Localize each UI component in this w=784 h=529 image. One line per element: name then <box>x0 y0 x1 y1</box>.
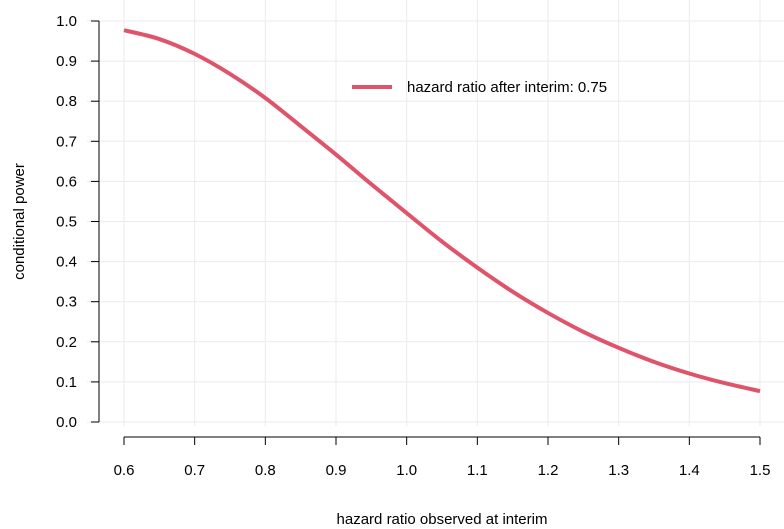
y-tick-label: 0.1 <box>56 374 77 391</box>
x-tick-label: 1.5 <box>750 462 771 479</box>
y-tick-label: 0.3 <box>56 294 77 311</box>
y-tick-label: 0.4 <box>56 254 77 271</box>
y-axis-title: conditional power <box>11 163 28 280</box>
x-axis-title: hazard ratio observed at interim <box>337 511 548 528</box>
series-layer <box>123 28 761 394</box>
y-tick-label: 0.6 <box>56 173 77 190</box>
y-tick-label: 0.9 <box>56 53 77 70</box>
y-tick-label: 0.7 <box>56 133 77 150</box>
x-tick-label: 0.8 <box>255 462 276 479</box>
y-tick-label: 0.5 <box>56 214 77 231</box>
y-tick-label: 0.2 <box>56 334 77 351</box>
axes: 0.0 0.1 0.2 0.3 0.4 0.5 0.6 0.7 0.8 0.9 1.0 0.6 0.7 0… <box>56 13 770 479</box>
legend: hazard ratio after interim: 0.75 <box>352 79 607 96</box>
series-line <box>123 28 761 394</box>
x-tick-label: 1.2 <box>538 462 559 479</box>
y-tick-label: 0.0 <box>56 414 77 431</box>
x-tick-label: 1.1 <box>467 462 488 479</box>
x-tick-label: 0.9 <box>326 462 347 479</box>
grid-lines <box>87 0 784 426</box>
x-tick-label: 0.7 <box>184 462 205 479</box>
x-tick-label: 1.0 <box>396 462 417 479</box>
x-tick-label: 1.4 <box>679 462 700 479</box>
x-tick-label: 0.6 <box>114 462 135 479</box>
x-tick-label: 1.3 <box>608 462 629 479</box>
y-tick-label: 0.8 <box>56 93 77 110</box>
y-tick-label: 1.0 <box>56 13 77 30</box>
legend-label: hazard ratio after interim: 0.75 <box>407 79 607 96</box>
